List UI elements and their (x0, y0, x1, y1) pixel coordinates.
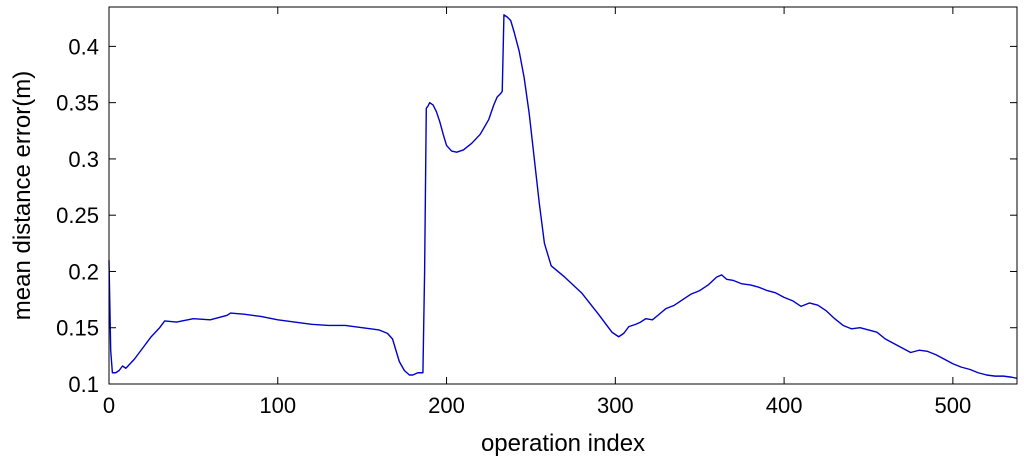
y-axis: 0.1 0.15 0.2 0.25 0.3 0.35 0.4 (56, 34, 1017, 397)
x-tick-label: 400 (766, 393, 803, 418)
x-tick-label: 100 (259, 393, 296, 418)
x-axis-title: operation index (481, 430, 645, 457)
plot-area (109, 7, 1017, 384)
y-tick-label: 0.3 (68, 147, 99, 172)
x-axis: 0 100 200 300 400 500 (103, 7, 971, 418)
x-tick-label: 200 (428, 393, 465, 418)
y-tick-label: 0.4 (68, 34, 99, 59)
y-tick-label: 0.1 (68, 372, 99, 397)
y-tick-label: 0.2 (68, 259, 99, 284)
y-tick-label: 0.15 (56, 316, 99, 341)
axes-frame (108, 6, 1018, 385)
x-tick-label: 300 (597, 393, 634, 418)
x-tick-label: 0 (103, 393, 115, 418)
series-layer (108, 14, 1018, 380)
y-tick-label: 0.25 (56, 203, 99, 228)
series-line (108, 14, 1018, 380)
x-tick-label: 500 (935, 393, 972, 418)
y-tick-label: 0.35 (56, 91, 99, 116)
y-axis-title: mean distance error(m) (9, 71, 36, 320)
